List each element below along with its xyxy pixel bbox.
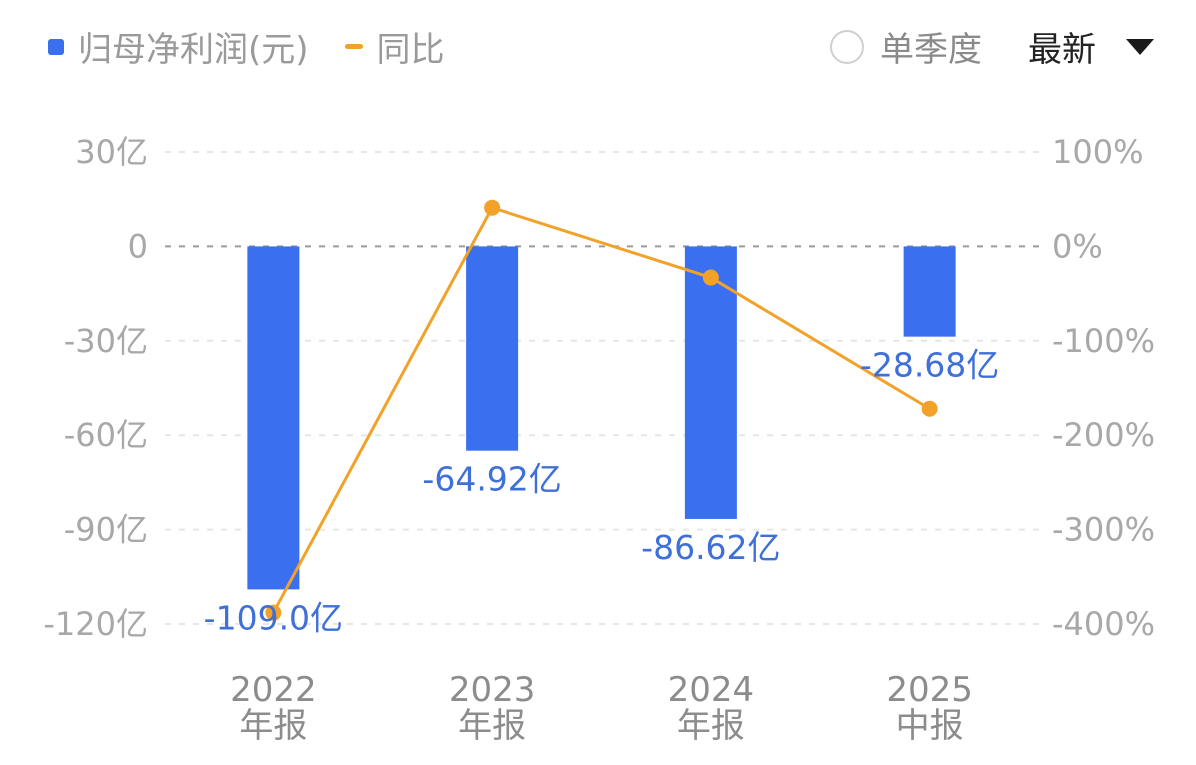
x-category-period: 中报 bbox=[896, 706, 964, 746]
x-category-year: 2025 bbox=[886, 670, 973, 710]
x-category-year: 2024 bbox=[668, 670, 755, 710]
net-profit-bar bbox=[903, 246, 956, 337]
x-category-period: 年报 bbox=[239, 706, 307, 746]
legend-bar-swatch bbox=[48, 38, 64, 55]
y-right-tick-label: -400% bbox=[1052, 605, 1155, 643]
legend-line-swatch bbox=[344, 44, 363, 49]
chart-controls: 单季度 最新 bbox=[830, 22, 1154, 71]
legend-item-yoy[interactable]: 同比 bbox=[344, 22, 445, 71]
yoy-point bbox=[484, 199, 501, 216]
single-quarter-label[interactable]: 单季度 bbox=[880, 30, 982, 70]
y-left-tick-label: -90亿 bbox=[64, 511, 148, 549]
y-left-tick-label: -60亿 bbox=[64, 416, 148, 454]
net-profit-bar bbox=[684, 246, 737, 519]
x-category-year: 2022 bbox=[230, 670, 317, 710]
yoy-point bbox=[265, 604, 282, 621]
legend-item-net-profit[interactable]: 归母净利润(元) bbox=[48, 22, 309, 71]
y-right-tick-label: 100% bbox=[1052, 133, 1143, 171]
yoy-point bbox=[921, 400, 938, 417]
x-category-year: 2023 bbox=[449, 670, 536, 710]
y-right-tick-label: 0% bbox=[1052, 227, 1103, 265]
x-category-period: 年报 bbox=[458, 706, 526, 746]
single-quarter-radio[interactable] bbox=[830, 29, 864, 64]
y-right-tick-label: -200% bbox=[1052, 416, 1155, 454]
bar-data-label: -86.62亿 bbox=[641, 528, 780, 567]
y-left-tick-label: 30亿 bbox=[75, 133, 148, 171]
chart-legend: 归母净利润(元) 同比 bbox=[48, 22, 481, 71]
legend-label-net-profit: 归母净利润(元) bbox=[78, 30, 309, 70]
y-left-tick-label: -120亿 bbox=[43, 605, 148, 643]
net-profit-bar bbox=[466, 246, 519, 451]
yoy-point bbox=[702, 269, 719, 286]
y-left-tick-label: -30亿 bbox=[64, 322, 148, 360]
caret-down-icon bbox=[1126, 38, 1154, 55]
y-right-tick-label: -300% bbox=[1052, 511, 1155, 549]
legend-label-yoy: 同比 bbox=[376, 30, 445, 70]
net-profit-bar bbox=[247, 246, 300, 590]
x-category-period: 年报 bbox=[677, 706, 745, 746]
y-right-tick-label: -100% bbox=[1052, 322, 1155, 360]
period-dropdown-label: 最新 bbox=[1028, 30, 1096, 70]
bar-data-label: -64.92亿 bbox=[422, 460, 561, 499]
y-left-tick-label: 0 bbox=[128, 227, 148, 265]
bar-data-label: -109.0亿 bbox=[204, 598, 343, 637]
yoy-line bbox=[272, 205, 931, 614]
bar-data-label: -28.68亿 bbox=[860, 346, 999, 385]
period-dropdown[interactable]: 最新 bbox=[1028, 22, 1154, 71]
